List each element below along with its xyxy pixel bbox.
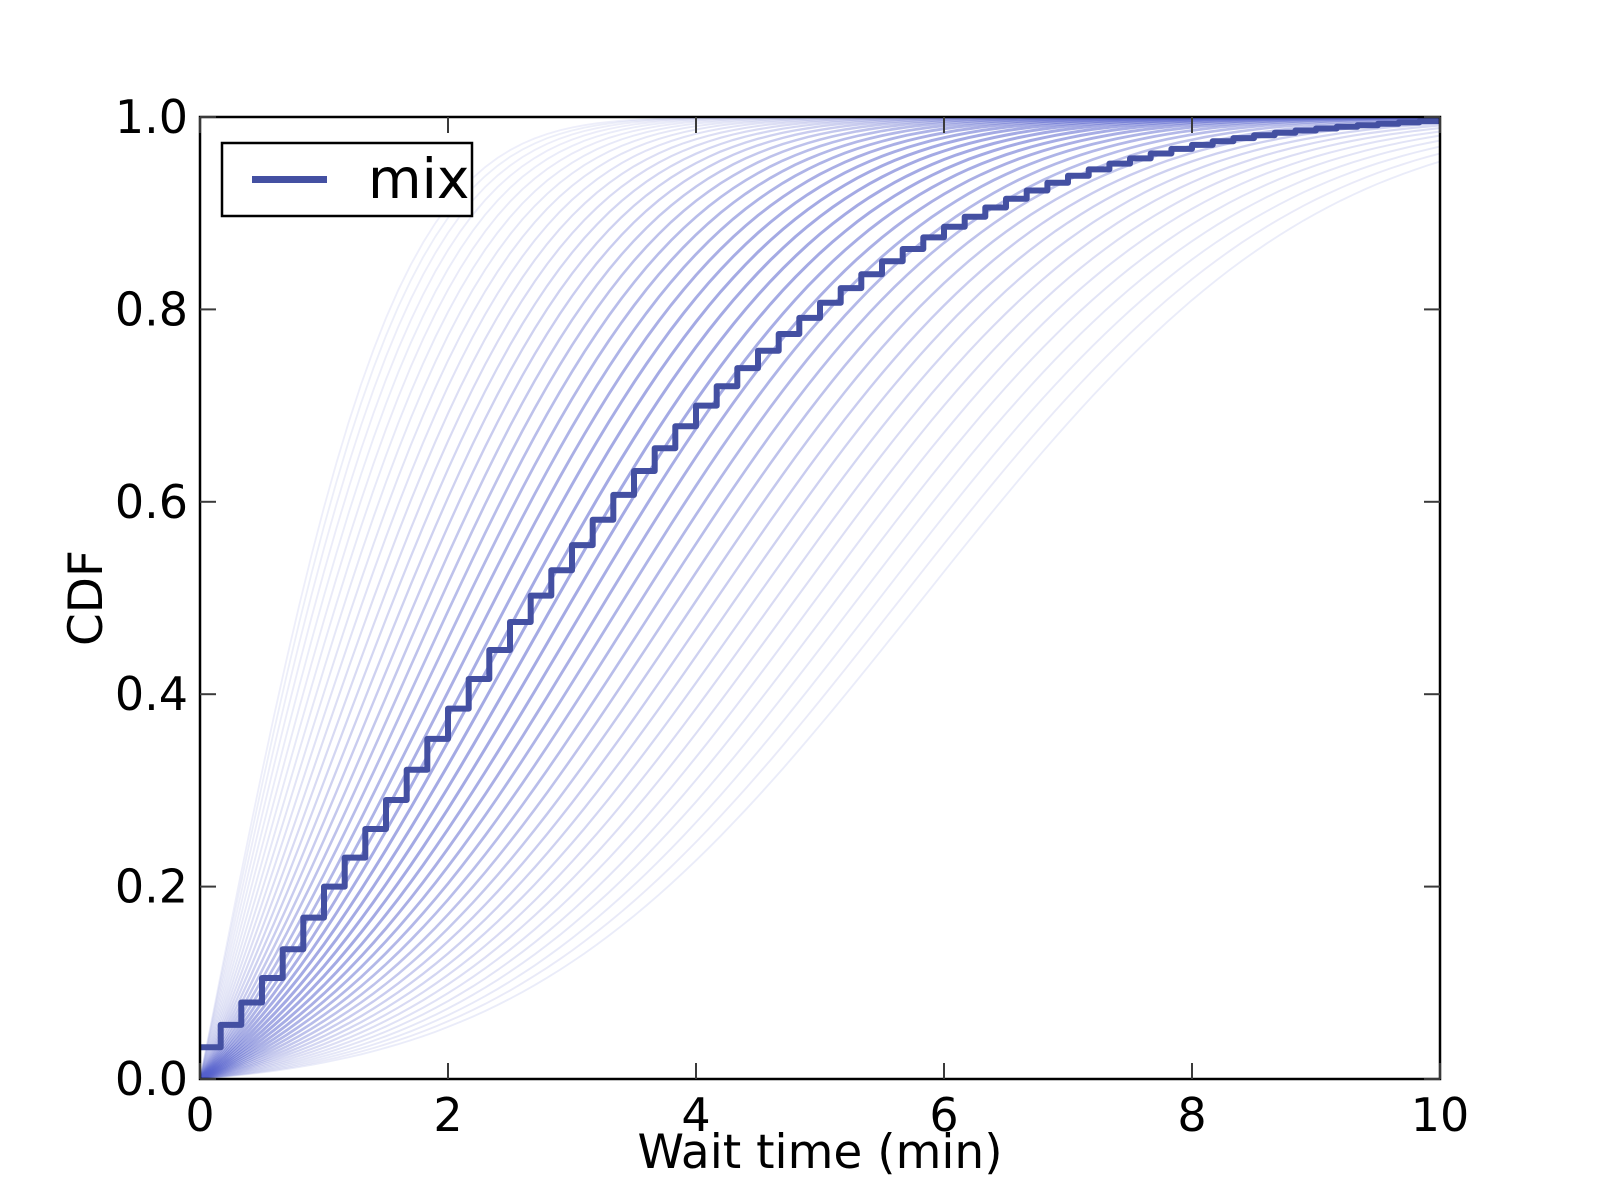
y-tick-labels: 0.0 0.2 0.4 0.6 0.8 1.0 <box>115 90 188 1106</box>
ensemble-curve <box>200 117 1440 1079</box>
ensemble-curve <box>200 134 1440 1079</box>
y-tick-label: 0.8 <box>115 282 188 336</box>
y-tick-label: 0.6 <box>115 475 188 529</box>
x-tick-labels: 0 2 4 6 8 10 <box>185 1088 1469 1142</box>
ensemble-curve <box>200 120 1440 1079</box>
ensemble-curve <box>200 117 1440 1079</box>
axis-ticks <box>199 116 1441 1080</box>
x-tick-label: 10 <box>1411 1088 1470 1142</box>
ensemble-curve <box>200 122 1440 1079</box>
ensemble-curve <box>200 145 1440 1079</box>
x-tick-label: 0 <box>185 1088 214 1142</box>
mix-step-line <box>200 117 1440 1051</box>
ensemble-curve <box>200 117 1440 1079</box>
y-axis-label: CDF <box>59 550 114 646</box>
ensemble-curve <box>200 117 1440 1079</box>
ensemble-curve <box>200 117 1440 1079</box>
ensemble-curve <box>200 117 1440 1079</box>
y-tick-label: 0.0 <box>115 1052 188 1106</box>
plot-frame <box>198 115 1442 1081</box>
ensemble-curve <box>200 124 1440 1079</box>
ensemble-curves <box>200 117 1440 1079</box>
ensemble-curve <box>200 130 1440 1079</box>
ensemble-curve <box>200 117 1440 1079</box>
ensemble-curve <box>200 117 1440 1079</box>
ensemble-curve <box>200 117 1440 1079</box>
ensemble-curve <box>200 117 1440 1079</box>
x-tick-label: 8 <box>1177 1088 1206 1142</box>
ensemble-curve <box>200 117 1440 1079</box>
ensemble-curve <box>200 117 1440 1079</box>
ensemble-curve <box>200 139 1440 1079</box>
x-axis-label: Wait time (min) <box>637 1125 1002 1180</box>
y-tick-label: 0.2 <box>115 860 188 914</box>
x-tick-label: 6 <box>929 1088 958 1142</box>
ensemble-curve <box>200 117 1440 1079</box>
legend-mix-label: mix <box>368 147 469 211</box>
ensemble-curve <box>200 160 1440 1079</box>
ensemble-curve <box>200 152 1440 1079</box>
x-tick-label: 2 <box>433 1088 462 1142</box>
y-tick-label: 0.4 <box>115 667 188 721</box>
ensemble-curve <box>200 117 1440 1079</box>
legend: mix <box>220 141 474 218</box>
ensemble-curve <box>200 127 1440 1079</box>
ensemble-curve <box>200 117 1440 1079</box>
x-tick-label: 4 <box>681 1088 710 1142</box>
y-tick-label: 1.0 <box>115 90 188 144</box>
